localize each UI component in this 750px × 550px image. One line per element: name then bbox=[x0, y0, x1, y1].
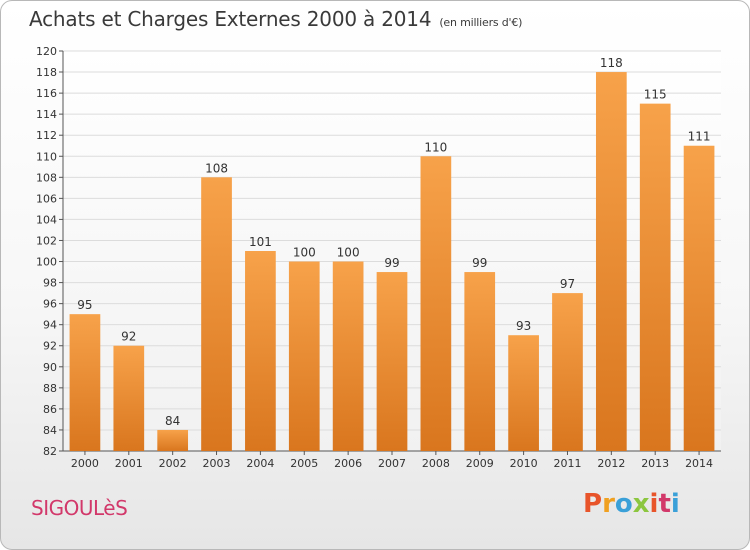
bar-value-label: 100 bbox=[337, 246, 360, 260]
y-tick-label: 110 bbox=[36, 150, 57, 163]
x-tick-label: 2013 bbox=[641, 457, 669, 470]
commune-name: SIGOULèS bbox=[31, 496, 128, 520]
bar bbox=[157, 429, 189, 451]
y-tick-label: 116 bbox=[36, 87, 57, 100]
x-tick-label: 2006 bbox=[334, 457, 362, 470]
logo-letter: t bbox=[658, 489, 671, 519]
x-tick-label: 2011 bbox=[553, 457, 581, 470]
y-tick-label: 88 bbox=[43, 382, 57, 395]
bar bbox=[113, 345, 145, 451]
x-tick-label: 2000 bbox=[71, 457, 99, 470]
title-text: Achats et Charges Externes 2000 à 2014 bbox=[29, 7, 432, 31]
x-tick-label: 2001 bbox=[115, 457, 143, 470]
bar-value-label: 101 bbox=[249, 235, 272, 249]
bar-value-label: 84 bbox=[165, 414, 180, 428]
y-tick-label: 92 bbox=[43, 340, 57, 353]
y-tick-label: 90 bbox=[43, 361, 57, 374]
bar bbox=[464, 272, 496, 451]
bar bbox=[508, 335, 539, 451]
y-tick-label: 86 bbox=[43, 403, 57, 416]
y-tick-label: 108 bbox=[36, 171, 57, 184]
bar bbox=[552, 293, 583, 451]
chart-subtitle: (en milliers d'€) bbox=[439, 16, 523, 29]
x-tick-label: 2010 bbox=[510, 457, 538, 470]
bar bbox=[332, 261, 364, 451]
bar-value-label: 110 bbox=[424, 140, 447, 154]
y-tick-label: 102 bbox=[36, 234, 57, 247]
proxiti-logo: Proxiti bbox=[583, 489, 680, 519]
y-tick-label: 94 bbox=[43, 319, 57, 332]
bar bbox=[639, 103, 671, 451]
logo-letter: r bbox=[602, 489, 615, 519]
bar-value-label: 99 bbox=[384, 256, 399, 270]
y-tick-label: 104 bbox=[36, 213, 57, 226]
bar-value-label: 99 bbox=[472, 256, 487, 270]
y-tick-label: 112 bbox=[36, 129, 57, 142]
bar-value-label: 115 bbox=[644, 88, 667, 102]
bar bbox=[376, 272, 408, 451]
bar bbox=[245, 251, 276, 451]
bar-value-label: 111 bbox=[688, 130, 711, 144]
chart-title: Achats et Charges Externes 2000 à 2014 (e… bbox=[29, 7, 522, 31]
x-tick-label: 2014 bbox=[685, 457, 713, 470]
bar-value-label: 118 bbox=[600, 56, 623, 70]
x-tick-label: 2012 bbox=[597, 457, 625, 470]
y-tick-label: 100 bbox=[36, 256, 57, 269]
logo-letter: o bbox=[614, 489, 633, 519]
x-tick-label: 2003 bbox=[203, 457, 231, 470]
logo-letter: x bbox=[632, 489, 650, 519]
x-tick-label: 2004 bbox=[246, 457, 274, 470]
x-tick-label: 2002 bbox=[159, 457, 187, 470]
bar-value-label: 93 bbox=[516, 319, 531, 333]
x-tick-label: 2008 bbox=[422, 457, 450, 470]
y-tick-label: 82 bbox=[43, 445, 57, 458]
y-tick-label: 96 bbox=[43, 298, 57, 311]
bar bbox=[69, 314, 101, 451]
y-tick-label: 118 bbox=[36, 66, 57, 79]
bar-value-label: 97 bbox=[560, 277, 575, 291]
bar-value-label: 108 bbox=[205, 161, 228, 175]
bar-value-label: 92 bbox=[121, 330, 136, 344]
x-tick-label: 2007 bbox=[378, 457, 406, 470]
bar bbox=[201, 177, 232, 451]
x-tick-label: 2005 bbox=[290, 457, 318, 470]
y-tick-label: 106 bbox=[36, 192, 57, 205]
logo-letter: P bbox=[583, 489, 603, 519]
y-tick-label: 84 bbox=[43, 424, 57, 437]
bar-value-label: 100 bbox=[293, 246, 316, 260]
bar bbox=[288, 261, 320, 451]
bar bbox=[683, 145, 715, 451]
bar-value-label: 95 bbox=[77, 298, 92, 312]
y-tick-label: 98 bbox=[43, 277, 57, 290]
logo-letter: i bbox=[649, 489, 659, 519]
y-tick-label: 114 bbox=[36, 108, 57, 121]
bar bbox=[595, 72, 627, 451]
x-tick-label: 2009 bbox=[466, 457, 494, 470]
y-tick-label: 120 bbox=[36, 45, 57, 58]
logo-letter: i bbox=[670, 489, 680, 519]
bar bbox=[420, 156, 452, 451]
